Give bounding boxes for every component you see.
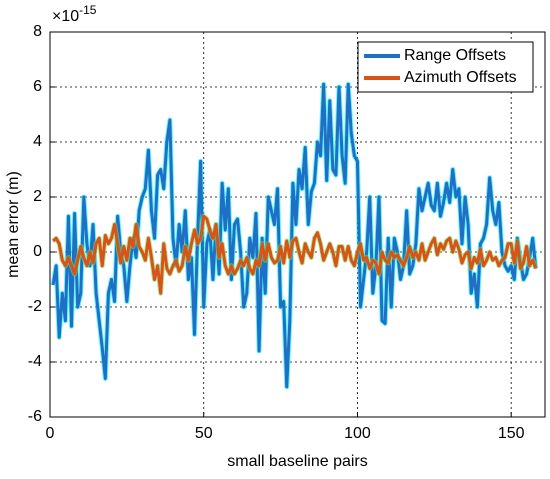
y-tick-label: -4 bbox=[28, 353, 42, 370]
x-tick-label: 100 bbox=[344, 425, 371, 442]
x-tick-label: 0 bbox=[46, 425, 55, 442]
axes-box bbox=[49, 31, 546, 418]
legend-box bbox=[357, 41, 534, 93]
y-tick-label: 6 bbox=[33, 78, 42, 95]
y-axis-label: mean error (m) bbox=[5, 171, 22, 278]
series-line bbox=[52, 214, 538, 295]
y-tick-label: -6 bbox=[28, 408, 42, 425]
legend-label: Azimuth Offsets bbox=[404, 69, 517, 86]
y-tick-label: -2 bbox=[28, 298, 42, 315]
y-tick-label: 4 bbox=[33, 133, 42, 150]
y-exponent: ×10-15 bbox=[52, 3, 97, 25]
y-exponent-base: ×10 bbox=[52, 8, 79, 25]
x-axis-label: small baseline pairs bbox=[227, 453, 368, 470]
y-tick-label: 8 bbox=[33, 23, 42, 40]
y-tick-label: 0 bbox=[33, 243, 42, 260]
x-tick-label: 150 bbox=[498, 425, 525, 442]
x-tick-label: 50 bbox=[195, 425, 213, 442]
y-tick-label: 2 bbox=[33, 188, 42, 205]
legend-label: Range Offsets bbox=[404, 47, 506, 64]
y-exponent-power: -15 bbox=[79, 3, 97, 17]
